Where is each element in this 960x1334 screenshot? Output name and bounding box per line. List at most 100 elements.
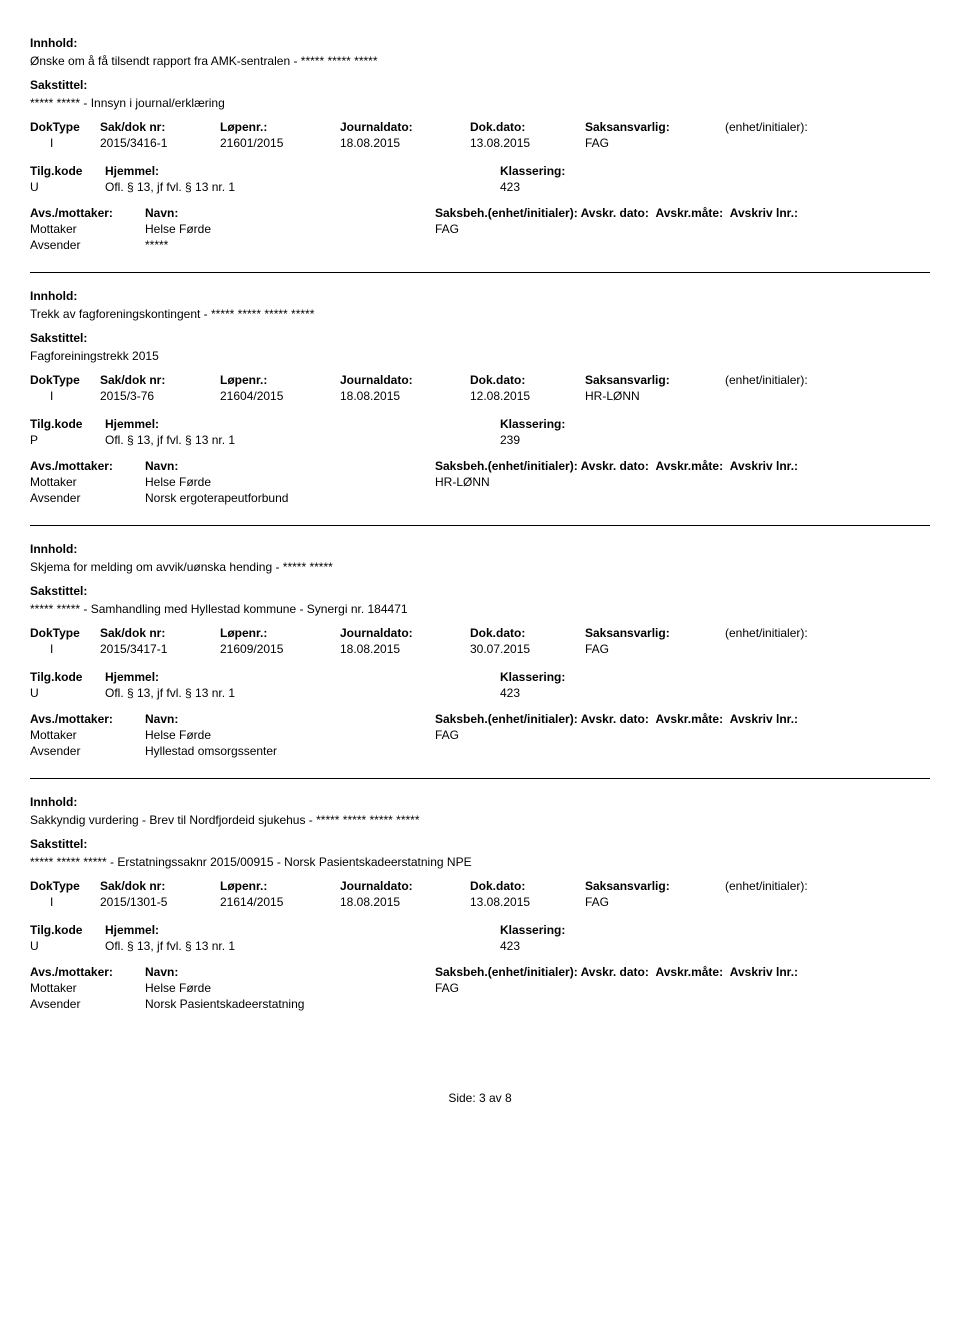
mottaker-name: Helse Førde xyxy=(145,728,435,742)
sakstittel-text: ***** ***** - Innsyn i journal/erklæring xyxy=(30,96,930,110)
journaldato-value: 18.08.2015 xyxy=(340,642,470,656)
innhold-label: Innhold: xyxy=(30,289,77,303)
klassering-value: 239 xyxy=(500,433,930,447)
tilgkode-header: Tilg.kode xyxy=(30,923,105,937)
dokdato-value: 12.08.2015 xyxy=(470,389,585,403)
saknr-header: Sak/dok nr: xyxy=(100,626,220,640)
saksansvarlig-value: FAG xyxy=(585,642,725,656)
enhet-header: (enhet/initialer): xyxy=(725,626,930,640)
innhold-text: Skjema for melding om avvik/uønska hendi… xyxy=(30,560,930,574)
navn-header: Navn: xyxy=(145,712,435,726)
klassering-header: Klassering: xyxy=(500,670,930,684)
hjemmel-header: Hjemmel: xyxy=(105,670,500,684)
hjemmel-value: Ofl. § 13, jf fvl. § 13 nr. 1 xyxy=(105,686,500,700)
journaldato-value: 18.08.2015 xyxy=(340,136,470,150)
saksbeh-header: Saksbeh.(enhet/initialer): Avskr. dato: … xyxy=(435,712,930,726)
innhold-label: Innhold: xyxy=(30,36,77,50)
saknr-value: 2015/3416-1 xyxy=(100,136,220,150)
avsmottaker-header: Avs./mottaker: xyxy=(30,712,145,726)
mottaker-unit: FAG xyxy=(435,728,930,742)
navn-header: Navn: xyxy=(145,459,435,473)
mottaker-role: Mottaker xyxy=(30,981,145,995)
lopenr-value: 21604/2015 xyxy=(220,389,340,403)
mottaker-name: Helse Førde xyxy=(145,222,435,236)
navn-header: Navn: xyxy=(145,206,435,220)
mottaker-unit: FAG xyxy=(435,981,930,995)
hjemmel-header: Hjemmel: xyxy=(105,164,500,178)
lopenr-value: 21614/2015 xyxy=(220,895,340,909)
hjemmel-value: Ofl. § 13, jf fvl. § 13 nr. 1 xyxy=(105,433,500,447)
saknr-value: 2015/3417-1 xyxy=(100,642,220,656)
avsmottaker-header: Avs./mottaker: xyxy=(30,965,145,979)
tilgkode-value: U xyxy=(30,686,105,700)
tilgkode-value: U xyxy=(30,939,105,953)
dokdato-header: Dok.dato: xyxy=(470,626,585,640)
saksansvarlig-header: Saksansvarlig: xyxy=(585,120,725,134)
tilgkode-header: Tilg.kode xyxy=(30,417,105,431)
sakstittel-label: Sakstittel: xyxy=(30,837,87,851)
hjemmel-value: Ofl. § 13, jf fvl. § 13 nr. 1 xyxy=(105,180,500,194)
saknr-header: Sak/dok nr: xyxy=(100,879,220,893)
lopenr-value: 21601/2015 xyxy=(220,136,340,150)
journal-record: Innhold: Ønske om å få tilsendt rapport … xyxy=(30,20,930,273)
doktype-header: DokType xyxy=(30,373,100,387)
innhold-text: Sakkyndig vurdering - Brev til Nordfjord… xyxy=(30,813,930,827)
dokdato-value: 13.08.2015 xyxy=(470,895,585,909)
klassering-value: 423 xyxy=(500,180,930,194)
enhet-header: (enhet/initialer): xyxy=(725,373,930,387)
avsender-role: Avsender xyxy=(30,744,145,758)
doktype-value: I xyxy=(30,389,100,403)
hjemmel-header: Hjemmel: xyxy=(105,417,500,431)
mottaker-role: Mottaker xyxy=(30,728,145,742)
saksbeh-header: Saksbeh.(enhet/initialer): Avskr. dato: … xyxy=(435,459,930,473)
innhold-label: Innhold: xyxy=(30,795,77,809)
avsender-name: Norsk ergoterapeutforbund xyxy=(145,491,435,505)
sakstittel-label: Sakstittel: xyxy=(30,584,87,598)
tilgkode-header: Tilg.kode xyxy=(30,164,105,178)
hjemmel-value: Ofl. § 13, jf fvl. § 13 nr. 1 xyxy=(105,939,500,953)
mottaker-role: Mottaker xyxy=(30,222,145,236)
doktype-value: I xyxy=(30,136,100,150)
enhet-header: (enhet/initialer): xyxy=(725,120,930,134)
sakstittel-text: ***** ***** ***** - Erstatningssaknr 201… xyxy=(30,855,930,869)
klassering-header: Klassering: xyxy=(500,417,930,431)
saksansvarlig-header: Saksansvarlig: xyxy=(585,373,725,387)
dokdato-header: Dok.dato: xyxy=(470,120,585,134)
avsender-role: Avsender xyxy=(30,491,145,505)
avsender-role: Avsender xyxy=(30,238,145,252)
dokdato-header: Dok.dato: xyxy=(470,879,585,893)
avsender-name: Norsk Pasientskadeerstatning xyxy=(145,997,435,1011)
sakstittel-text: ***** ***** - Samhandling med Hyllestad … xyxy=(30,602,930,616)
journaldato-header: Journaldato: xyxy=(340,626,470,640)
lopenr-header: Løpenr.: xyxy=(220,879,340,893)
page-footer: Side: 3 av 8 xyxy=(30,1091,930,1105)
saksansvarlig-value: FAG xyxy=(585,895,725,909)
lopenr-header: Løpenr.: xyxy=(220,626,340,640)
mottaker-unit: FAG xyxy=(435,222,930,236)
doktype-header: DokType xyxy=(30,626,100,640)
mottaker-name: Helse Førde xyxy=(145,981,435,995)
klassering-header: Klassering: xyxy=(500,923,930,937)
dokdato-value: 13.08.2015 xyxy=(470,136,585,150)
navn-header: Navn: xyxy=(145,965,435,979)
mottaker-unit: HR-LØNN xyxy=(435,475,930,489)
journaldato-value: 18.08.2015 xyxy=(340,389,470,403)
dokdato-header: Dok.dato: xyxy=(470,373,585,387)
innhold-text: Trekk av fagforeningskontingent - ***** … xyxy=(30,307,930,321)
saksbeh-header: Saksbeh.(enhet/initialer): Avskr. dato: … xyxy=(435,965,930,979)
mottaker-role: Mottaker xyxy=(30,475,145,489)
journal-record: Innhold: Sakkyndig vurdering - Brev til … xyxy=(30,779,930,1031)
mottaker-name: Helse Førde xyxy=(145,475,435,489)
hjemmel-header: Hjemmel: xyxy=(105,923,500,937)
journaldato-header: Journaldato: xyxy=(340,373,470,387)
avsender-name: Hyllestad omsorgssenter xyxy=(145,744,435,758)
innhold-text: Ønske om å få tilsendt rapport fra AMK-s… xyxy=(30,54,930,68)
saksbeh-header: Saksbeh.(enhet/initialer): Avskr. dato: … xyxy=(435,206,930,220)
tilgkode-value: U xyxy=(30,180,105,194)
saksansvarlig-header: Saksansvarlig: xyxy=(585,626,725,640)
saknr-value: 2015/1301-5 xyxy=(100,895,220,909)
saknr-header: Sak/dok nr: xyxy=(100,120,220,134)
dokdato-value: 30.07.2015 xyxy=(470,642,585,656)
journal-record: Innhold: Trekk av fagforeningskontingent… xyxy=(30,273,930,526)
doktype-value: I xyxy=(30,895,100,909)
